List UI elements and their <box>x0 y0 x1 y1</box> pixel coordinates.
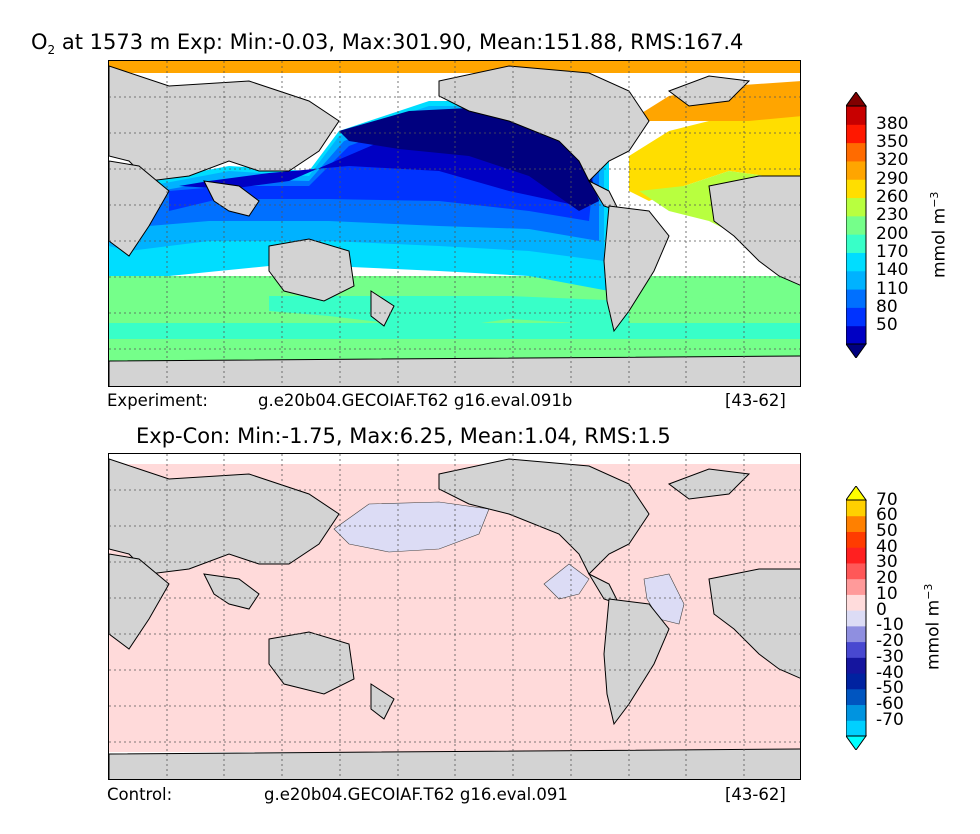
panel2-colorbar-segment <box>846 547 866 564</box>
panel1-colorbar-tick: 380 <box>876 113 909 134</box>
panel1-colorbar-segment <box>846 307 866 327</box>
panel2-colorbar-segment <box>846 720 866 737</box>
panel2-colorbar-tick: 10 <box>876 583 898 604</box>
panel1-footer-years: [43-62] <box>725 391 786 410</box>
panel2-colorbar-unit: mmol m <box>923 599 944 670</box>
panel2-colorbar-segment <box>846 562 866 580</box>
panel2-colorbar-segment <box>846 594 866 611</box>
panel2-colorbar-segment <box>846 673 866 690</box>
panel2-colorbar-tick: 40 <box>876 536 898 557</box>
panel1-colorbar-extend-max <box>845 91 867 107</box>
panel1-title: O2 at 1573 m Exp: Min:-0.03, Max:301.90,… <box>31 30 743 57</box>
panel1-colorbar-segment <box>846 142 866 162</box>
panel1-footer-label: Experiment: <box>107 391 208 410</box>
panel2-colorbar-tick: 20 <box>876 568 898 589</box>
panel1-colorbar-tick: 110 <box>876 278 909 299</box>
panel1-colorbar-tick: 230 <box>876 205 909 226</box>
panel1-colorbar-frame <box>845 105 867 345</box>
panel1-footer-run: g.e20b04.GECOIAF.T62 g16.eval.091b <box>258 391 573 410</box>
panel2-colorbar-tick: 50 <box>876 520 898 541</box>
panel1-colorbar-segment <box>846 234 866 253</box>
panel1-colorbar-unit-sup: −3 <box>928 191 941 208</box>
panel2-colorbar-segment <box>846 578 866 595</box>
panel2-colorbar-segment <box>846 610 866 627</box>
panel1-title-o: O <box>31 30 48 54</box>
panel1-colorbar-tick: 290 <box>876 168 909 189</box>
panel1-colorbar-segment <box>846 270 866 290</box>
panel1-colorbar-svg <box>845 91 867 359</box>
panel1-colorbar-segment <box>846 160 866 180</box>
panel1-title-rest: at 1573 m Exp: Min:-0.03, Max:301.90, Me… <box>61 30 744 54</box>
panel1-colorbar-segment <box>846 215 866 235</box>
panel2-colorbar-tick: -60 <box>876 694 904 715</box>
panel1-colorbar-extend-min <box>845 343 867 359</box>
panel2-colorbar-tick: -70 <box>876 709 904 730</box>
panel2-colorbar-extend-min <box>845 735 867 751</box>
panel2-colorbar-segment <box>846 515 866 532</box>
panel1-colorbar-segment <box>846 106 866 125</box>
panel2-colorbar-segment <box>846 500 866 517</box>
panel1-colorbar-tick: 80 <box>876 296 898 317</box>
panel2-colorbar-tick: -20 <box>876 631 904 652</box>
panel1-title-sub: 2 <box>47 43 56 58</box>
panel1-colorbar-segment <box>846 197 866 217</box>
panel2-colorbar-tick: 60 <box>876 505 898 526</box>
panel1-colorbar-segment <box>846 124 866 144</box>
panel1-colorbar-segment <box>846 179 866 199</box>
panel2-colorbar-tick: 30 <box>876 552 898 573</box>
panel1-colorbar-segment <box>846 325 866 345</box>
panel1-colorbar-tick: 170 <box>876 241 909 262</box>
panel1-colorbar-segment <box>846 252 866 272</box>
panel1-colorbar-tick: 260 <box>876 187 909 208</box>
panel2-title: Exp-Con: Min:-1.75, Max:6.25, Mean:1.04,… <box>136 424 671 448</box>
panel2-colorbar <box>845 485 872 754</box>
panel2-colorbar-tick: -40 <box>876 662 904 683</box>
panel2-footer-label: Control: <box>107 785 173 804</box>
panel2-colorbar-svg <box>845 485 867 751</box>
panel1-colorbar-unit: mmol m <box>929 207 950 278</box>
panel1-colorbar-tick: 50 <box>876 315 898 336</box>
panel1-colorbar-label: mmol m−3 <box>928 192 950 278</box>
panel2-colorbar-segment <box>846 531 866 548</box>
panel2-colorbar-segment <box>846 625 866 643</box>
panel2-map <box>108 453 801 780</box>
panel2-colorbar-tick: -50 <box>876 678 904 699</box>
panel2-colorbar-tick: -10 <box>876 615 904 636</box>
panel1-colorbar-tick: 350 <box>876 132 909 153</box>
panel2-colorbar-segment <box>846 688 866 706</box>
panel1-colorbar-tick: 320 <box>876 150 909 171</box>
panel2-footer-years: [43-62] <box>725 785 786 804</box>
panel2-colorbar-segment <box>846 704 866 721</box>
panel2-colorbar-tick: -30 <box>876 646 904 667</box>
panel2-colorbar-frame <box>845 499 867 737</box>
panel2-footer-run: g.e20b04.GECOIAF.T62 g16.eval.091 <box>264 785 568 804</box>
panel1-colorbar-segment <box>846 289 866 308</box>
panel1-colorbar <box>845 91 872 362</box>
panel1-map <box>108 60 801 387</box>
panel2-colorbar-tick: 70 <box>876 489 898 510</box>
panel2-colorbar-unit-sup: −3 <box>922 583 935 600</box>
panel1-colorbar-tick: 200 <box>876 223 909 244</box>
panel2-colorbar-extend-max <box>845 485 867 501</box>
panel2-colorbar-label: mmol m−3 <box>922 584 944 670</box>
panel2-colorbar-tick: 0 <box>876 599 887 620</box>
panel2-colorbar-segment <box>846 641 866 658</box>
panel1-colorbar-tick: 140 <box>876 260 909 281</box>
panel2-colorbar-segment <box>846 657 866 674</box>
